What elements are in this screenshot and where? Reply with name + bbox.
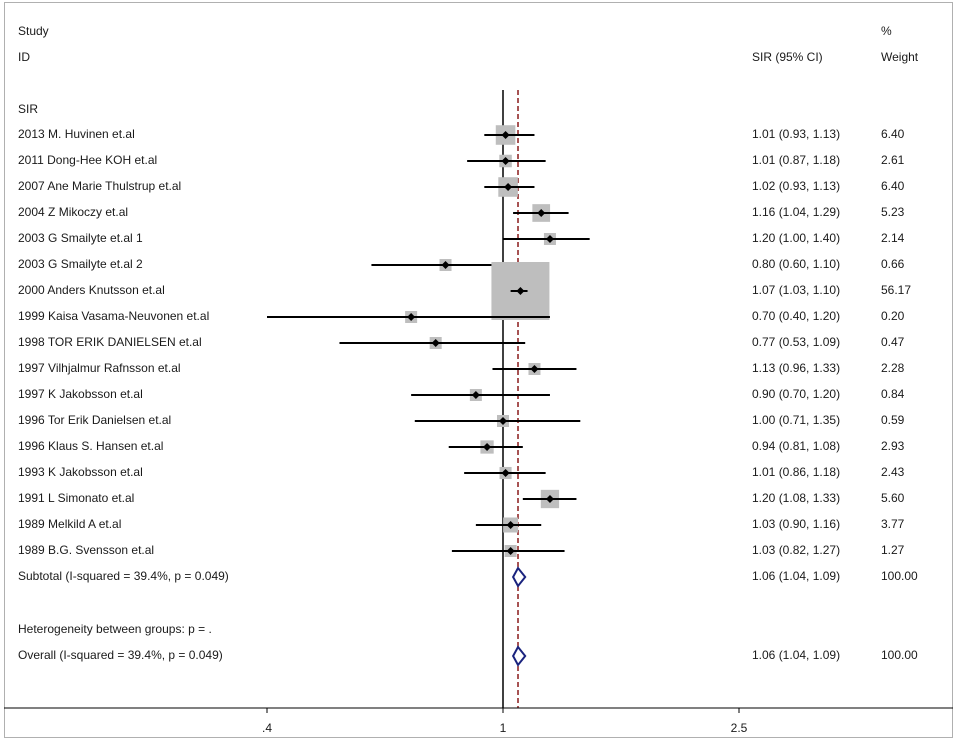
study-label: 2011 Dong-Hee KOH et.al <box>18 153 157 167</box>
study-label: 1993 K Jakobsson et.al <box>18 465 143 479</box>
study-label: 1999 Kaisa Vasama-Neuvonen et.al <box>18 309 209 323</box>
study-weight-text: 0.20 <box>881 309 905 323</box>
header-weight: Weight <box>881 50 919 64</box>
subtotal-label: Subtotal (I-squared = 39.4%, p = 0.049) <box>18 569 229 583</box>
study-weight-text: 1.27 <box>881 543 905 557</box>
study-weight-text: 2.28 <box>881 361 905 375</box>
study-label: 2013 M. Huvinen et.al <box>18 127 135 141</box>
study-ci-text: 1.03 (0.90, 1.16) <box>752 517 840 531</box>
chart-frame <box>4 2 953 738</box>
study-weight-text: 0.47 <box>881 335 905 349</box>
study-ci-text: 0.70 (0.40, 1.20) <box>752 309 840 323</box>
study-label: 2003 G Smailyte et.al 1 <box>18 231 143 245</box>
point-estimate <box>530 365 539 373</box>
study-label: 2000 Anders Knutsson et.al <box>18 283 165 297</box>
study-ci-text: 0.90 (0.70, 1.20) <box>752 387 840 401</box>
point-estimate <box>431 339 440 347</box>
overall-label: Overall (I-squared = 39.4%, p = 0.049) <box>18 648 223 662</box>
study-weight-text: 6.40 <box>881 179 905 193</box>
study-label: 2007 Ane Marie Thulstrup et.al <box>18 179 181 193</box>
group-label: SIR <box>18 102 39 116</box>
study-weight-text: 6.40 <box>881 127 905 141</box>
point-estimate <box>441 261 450 269</box>
x-tick-label: 2.5 <box>731 721 748 735</box>
header-percent: % <box>881 24 892 38</box>
study-ci-text: 1.00 (0.71, 1.35) <box>752 413 840 427</box>
study-ci-text: 1.03 (0.82, 1.27) <box>752 543 840 557</box>
point-estimate <box>537 209 546 217</box>
subtotal-weight-text: 100.00 <box>881 569 918 583</box>
point-estimate <box>506 547 515 555</box>
study-label: 1997 Vilhjalmur Rafnsson et.al <box>18 361 181 375</box>
x-tick-label: 1 <box>500 721 507 735</box>
study-weight-text: 2.14 <box>881 231 905 245</box>
study-label: 2004 Z Mikoczy et.al <box>18 205 128 219</box>
study-label: 1997 K Jakobsson et.al <box>18 387 143 401</box>
study-label: 1991 L Simonato et.al <box>18 491 134 505</box>
study-ci-text: 1.02 (0.93, 1.13) <box>752 179 840 193</box>
header-study: Study <box>18 24 49 38</box>
point-estimate <box>483 443 492 451</box>
overall-ci-text: 1.06 (1.04, 1.09) <box>752 648 840 662</box>
study-label: 1989 Melkild A et.al <box>18 517 121 531</box>
study-weight-text: 0.59 <box>881 413 905 427</box>
study-ci-text: 1.01 (0.87, 1.18) <box>752 153 840 167</box>
study-ci-text: 0.80 (0.60, 1.10) <box>752 257 840 271</box>
study-ci-text: 0.77 (0.53, 1.09) <box>752 335 840 349</box>
study-ci-text: 1.07 (1.03, 1.10) <box>752 283 840 297</box>
study-weight-text: 5.23 <box>881 205 905 219</box>
study-ci-text: 1.20 (1.08, 1.33) <box>752 491 840 505</box>
subtotal-ci-text: 1.06 (1.04, 1.09) <box>752 569 840 583</box>
study-label: 1998 TOR ERIK DANIELSEN et.al <box>18 335 202 349</box>
study-weight-text: 56.17 <box>881 283 911 297</box>
study-weight-text: 0.66 <box>881 257 905 271</box>
point-estimate <box>501 469 510 477</box>
study-label: 1996 Tor Erik Danielsen et.al <box>18 413 171 427</box>
point-estimate <box>545 495 554 503</box>
study-weight-text: 2.43 <box>881 465 905 479</box>
header-id: ID <box>18 50 30 64</box>
heterogeneity-label: Heterogeneity between groups: p = . <box>18 622 212 636</box>
point-estimate <box>407 313 416 321</box>
overall-weight-text: 100.00 <box>881 648 918 662</box>
study-label: 2003 G Smailyte et.al 2 <box>18 257 143 271</box>
study-weight-text: 2.61 <box>881 153 905 167</box>
point-estimate <box>516 287 525 295</box>
study-ci-text: 1.20 (1.00, 1.40) <box>752 231 840 245</box>
point-estimate <box>506 521 515 529</box>
point-estimate <box>501 131 510 139</box>
overall-diamond <box>511 645 527 667</box>
study-weight-text: 5.60 <box>881 491 905 505</box>
point-estimate <box>499 417 507 425</box>
subtotal-diamond <box>511 566 527 588</box>
study-ci-text: 1.01 (0.86, 1.18) <box>752 465 840 479</box>
study-ci-text: 0.94 (0.81, 1.08) <box>752 439 840 453</box>
study-ci-text: 1.01 (0.93, 1.13) <box>752 127 840 141</box>
study-weight-text: 3.77 <box>881 517 905 531</box>
study-weight-text: 2.93 <box>881 439 905 453</box>
x-tick-label: .4 <box>262 721 272 735</box>
point-estimate <box>501 157 510 165</box>
study-ci-text: 1.16 (1.04, 1.29) <box>752 205 840 219</box>
study-weight-text: 0.84 <box>881 387 905 401</box>
study-ci-text: 1.13 (0.96, 1.33) <box>752 361 840 375</box>
point-estimate <box>504 183 513 191</box>
study-label: 1989 B.G. Svensson et.al <box>18 543 154 557</box>
study-label: 1996 Klaus S. Hansen et.al <box>18 439 163 453</box>
point-estimate <box>471 391 480 399</box>
header-ci: SIR (95% CI) <box>752 50 823 64</box>
point-estimate <box>545 235 554 243</box>
